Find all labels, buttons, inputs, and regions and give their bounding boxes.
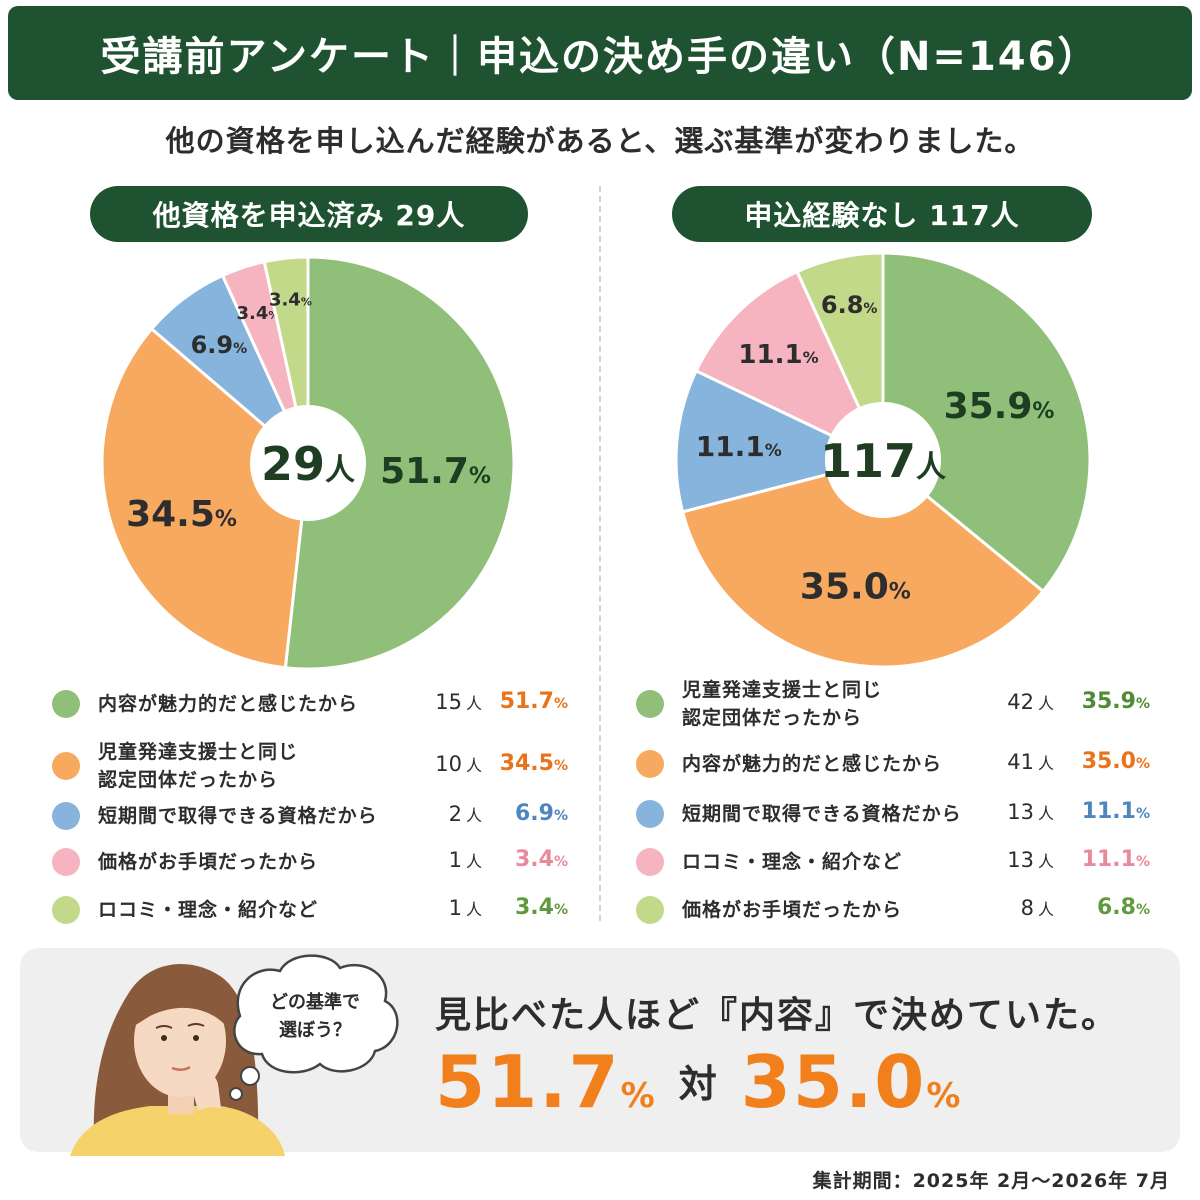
left-legend-pct-1: 34.5% <box>499 751 568 776</box>
left-legend-row-1: 児童発達支援士と同じ 認定団体だったから 10 人 34.5% <box>52 738 572 791</box>
right-legend-label-4: 価格がお手頃だったから <box>682 899 903 921</box>
left-legend-pct-0: 51.7% <box>499 689 568 714</box>
subtitle: 他の資格を申し込んだ経験があると、選ぶ基準が変わりました。 <box>165 124 1035 158</box>
left-legend-dot-3 <box>52 848 80 876</box>
right-legend-pct-3: 11.1% <box>1081 847 1150 872</box>
left-pie-chart: 51.7% 34.5% 6.9% 3.4%3.4% 29人 <box>100 255 516 671</box>
right-slice-label-0: 35.9% <box>944 386 1055 427</box>
versus-label: 対 <box>678 1062 717 1106</box>
right-slice-1 <box>680 458 1046 669</box>
left-legend-label-0: 内容が魅力的だと感じたから <box>98 693 359 715</box>
left-legend-pct-2: 6.9% <box>514 801 568 826</box>
right-center-label: 117人 <box>820 434 946 488</box>
right-legend-pct-0: 35.9% <box>1081 689 1150 714</box>
right-legend-dot-2 <box>636 800 664 828</box>
survey-period: 集計期間：2025年 2月〜2026年 7月 <box>812 1170 1170 1192</box>
left-legend-label-2: 短期間で取得できる資格だから <box>98 805 378 827</box>
bubble-line-2: 選ぼう？ <box>279 1020 351 1041</box>
right-slice-label-1: 35.0% <box>800 566 911 607</box>
right-group-title: 申込経験なし 117人 <box>672 186 1092 242</box>
left-legend-label-4: ロコミ・理念・紹介など <box>98 899 319 921</box>
left-big-unit: % <box>620 1076 655 1116</box>
left-legend-count-0: 15 人 <box>435 690 482 714</box>
left-legend-dot-4 <box>52 896 80 924</box>
right-slice-3 <box>694 269 887 464</box>
left-center-label: 29人 <box>261 437 355 491</box>
right-legend-pct-2: 11.1% <box>1081 799 1150 824</box>
left-legend-dot-2 <box>52 802 80 830</box>
right-legend-count-1: 41 人 <box>1007 750 1054 774</box>
right-slice-label-3: 11.1% <box>738 340 818 370</box>
right-legend-label-0: 児童発達支援士と同じ 認定団体だったから <box>682 679 883 729</box>
right-legend-row-0: 児童発達支援士と同じ 認定団体だったから 42 人 35.9% <box>636 676 1156 729</box>
left-legend-count-1: 10 人 <box>435 752 482 776</box>
right-legend-row-1: 内容が魅力的だと感じたから 41 人 35.0% <box>636 749 1156 800</box>
left-legend-label-3: 価格がお手頃だったから <box>98 851 319 873</box>
thought-bubble <box>233 954 399 1074</box>
right-legend-pct-4: 6.8% <box>1096 895 1150 920</box>
thinking-person-illustration: どの基準で 選ぼう？ <box>70 954 399 1156</box>
right-slice-0 <box>881 251 1092 594</box>
person-hand <box>188 1070 222 1118</box>
page-title: 受講前アンケート｜申込の決め手の違い（N=146） <box>100 34 1100 80</box>
left-slice-1 <box>100 326 310 670</box>
right-legend-row-4: 価格がお手頃だったから 8 人 6.8% <box>636 895 1156 946</box>
left-legend-pct-3: 3.4% <box>514 847 568 872</box>
right-legend-label-1: 内容が魅力的だと感じたから <box>682 753 943 775</box>
right-pie-chart: 35.9%35.0%11.1%11.1%6.8%117人 <box>674 251 1092 669</box>
right-legend-label-3: ロコミ・理念・紹介など <box>682 851 903 873</box>
right-legend-row-3: ロコミ・理念・紹介など 13 人 11.1% <box>636 847 1156 898</box>
left-legend-row-4: ロコミ・理念・紹介など 1 人 3.4% <box>52 895 572 946</box>
left-legend-label-1: 児童発達支援士と同じ 認定団体だったから <box>98 741 299 791</box>
right-slice-2 <box>674 368 888 514</box>
left-slice-label-4: 3.4% <box>269 290 312 311</box>
comparison-numbers: 51.7% 対 35.0% <box>435 1040 960 1130</box>
left-slice-label-0: 51.7% <box>380 451 491 492</box>
right-center-hole <box>825 402 941 518</box>
conclusion-text: 見比べた人ほど『内容』で決めていた。 <box>435 995 1120 1036</box>
right-legend-dot-0 <box>636 690 664 718</box>
center-divider <box>599 186 601 921</box>
left-center-hole <box>250 405 366 521</box>
person-face <box>134 985 226 1097</box>
left-slice-0 <box>283 255 516 671</box>
right-legend-dot-4 <box>636 896 664 924</box>
left-legend-row-3: 価格がお手頃だったから 1 人 3.4% <box>52 847 572 898</box>
right-legend-row-2: 短期間で取得できる資格だから 13 人 11.1% <box>636 799 1156 850</box>
right-legend-dot-3 <box>636 848 664 876</box>
right-legend-count-0: 42 人 <box>1007 690 1054 714</box>
right-legend-dot-1 <box>636 750 664 778</box>
bubble-line-1: どの基準で <box>270 991 360 1013</box>
right-legend-count-2: 13 人 <box>1007 800 1054 824</box>
left-slice-label-1: 34.5% <box>126 494 237 535</box>
right-big-unit: % <box>926 1076 961 1116</box>
right-big-value: 35.0 <box>740 1040 927 1124</box>
right-slice-label-4: 6.8% <box>821 291 878 319</box>
left-slice-label-2: 6.9% <box>191 331 248 359</box>
right-legend-pct-1: 35.0% <box>1081 749 1150 774</box>
right-slice-label-2: 11.1% <box>696 430 782 463</box>
right-legend-label-2: 短期間で取得できる資格だから <box>682 803 962 825</box>
left-legend-row-2: 短期間で取得できる資格だから 2 人 6.9% <box>52 801 572 852</box>
left-legend-dot-1 <box>52 752 80 780</box>
left-slice-label-3: 3.4% <box>237 303 280 324</box>
left-big-value: 51.7 <box>435 1040 621 1124</box>
right-legend-count-3: 13 人 <box>1007 848 1054 872</box>
left-legend-row-0: 内容が魅力的だと感じたから 15 人 51.7% <box>52 689 572 740</box>
left-legend-pct-4: 3.4% <box>514 895 568 920</box>
left-group-title: 他資格を申込済み 29人 <box>90 186 528 242</box>
left-legend-dot-0 <box>52 690 80 718</box>
title-bar: 受講前アンケート｜申込の決め手の違い（N=146） <box>8 6 1192 100</box>
